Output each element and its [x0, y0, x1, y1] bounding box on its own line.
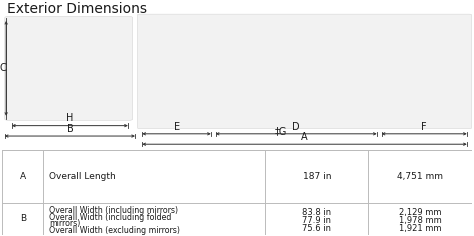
FancyBboxPatch shape — [5, 16, 133, 120]
Text: Exterior Dimensions: Exterior Dimensions — [7, 2, 147, 16]
Text: mirrors): mirrors) — [49, 219, 80, 228]
Text: Overall Width (including mirrors): Overall Width (including mirrors) — [49, 206, 178, 215]
Text: Overall Width (including folded: Overall Width (including folded — [49, 213, 171, 222]
Text: 4,751 mm: 4,751 mm — [397, 172, 443, 181]
Text: Overall Length: Overall Length — [49, 172, 116, 181]
Text: 75.6 in: 75.6 in — [302, 223, 331, 232]
Text: 2,129 mm: 2,129 mm — [399, 208, 441, 217]
Text: Overall Width (excluding mirrors): Overall Width (excluding mirrors) — [49, 226, 180, 235]
Text: B: B — [66, 124, 73, 134]
Text: E: E — [173, 122, 180, 132]
Text: ‡G: ‡G — [274, 126, 287, 137]
Text: F: F — [421, 122, 427, 132]
Text: 83.8 in: 83.8 in — [302, 208, 331, 217]
Text: B: B — [20, 214, 26, 223]
Text: 1,921 mm: 1,921 mm — [399, 223, 441, 232]
Text: C: C — [0, 63, 7, 73]
Text: 187 in: 187 in — [302, 172, 331, 181]
Text: H: H — [66, 114, 73, 123]
Text: D: D — [292, 122, 300, 132]
Text: 1,978 mm: 1,978 mm — [399, 216, 441, 225]
Text: A: A — [20, 172, 26, 181]
FancyBboxPatch shape — [137, 14, 472, 129]
Text: A: A — [301, 132, 308, 142]
Text: 77.9 in: 77.9 in — [302, 216, 331, 225]
